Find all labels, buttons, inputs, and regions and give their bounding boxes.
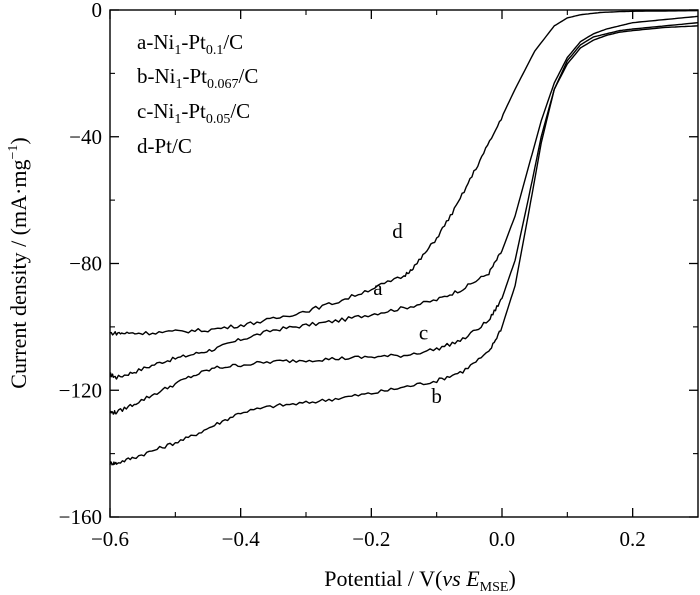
curve-labels: a b c d [373,219,442,408]
x-tick-label: 0.0 [489,527,515,551]
legend-entry-d: d-Pt/C [137,134,192,158]
curve-label-b: b [431,384,442,408]
series-line-a [109,15,699,380]
y-tick-label: −40 [69,125,102,149]
legend-entry-a: a-Ni1-Pt0.1/C [137,30,243,58]
curve-label-c: c [419,321,428,345]
x-tick-label: 0.2 [620,527,646,551]
y-axis: −160 −120 −80 −40 0 [59,0,698,529]
legend-entry-c: c-Ni1-Pt0.05/C [137,99,250,127]
legend: a-Ni1-Pt0.1/C b-Ni1-Pt0.067/C c-Ni1-Pt0.… [137,30,258,158]
series-line-c [109,25,699,415]
x-tick-label: −0.4 [222,527,261,551]
y-axis-title: Current density / (mA·mg−1) [6,137,31,388]
series-line-d [109,9,699,336]
y-tick-label: −120 [59,378,102,402]
y-tick-label: 0 [92,0,103,22]
y-tick-label: −160 [59,505,102,529]
y-tick-label: −80 [69,252,102,276]
curve-label-a: a [373,276,383,300]
legend-entry-b: b-Ni1-Pt0.067/C [137,64,258,92]
x-tick-label: −0.6 [91,527,129,551]
x-axis: −0.6 −0.4 −0.2 0.0 0.2 [91,10,646,551]
series-lines [109,9,699,466]
series-line-b [109,22,699,466]
x-tick-label: −0.2 [352,527,390,551]
curve-label-d: d [392,219,403,243]
x-axis-title: Potential / V(vs EMSE) [324,566,516,595]
